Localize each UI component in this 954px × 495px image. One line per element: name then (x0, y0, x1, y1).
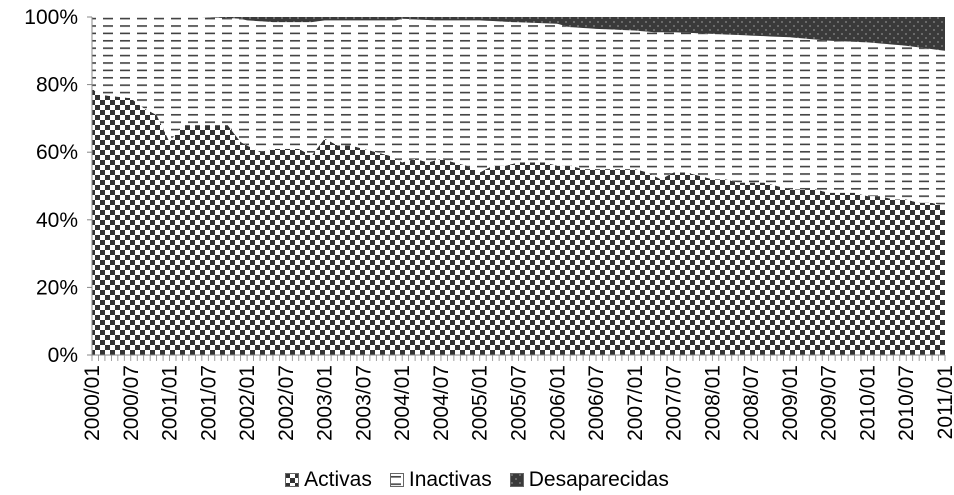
y-axis-tick-labels: 0% 20% 40% 60% 80% 100% (24, 6, 78, 367)
x-axis-tick-labels: 2000/01 2000/07 2001/01 2001/07 2002/01 2002/… (81, 365, 954, 441)
legend-swatch-inactivas (389, 473, 404, 487)
y-tick-label: 40% (36, 209, 78, 232)
area-activas (92, 87, 945, 355)
plot-areas (92, 17, 945, 355)
x-tick-label: 2002/07 (275, 365, 298, 441)
legend-swatch-desaparecidas (509, 473, 524, 487)
x-tick-label: 2001/01 (159, 365, 182, 441)
x-tick-label: 2004/01 (391, 365, 414, 441)
x-tick-label: 2003/01 (314, 365, 337, 441)
area-desaparecidas (92, 17, 945, 51)
x-tick-label: 2000/07 (120, 365, 143, 441)
x-tick-label: 2005/07 (508, 365, 531, 441)
y-tick-label: 80% (36, 74, 78, 97)
x-tick-label: 2004/07 (430, 365, 453, 441)
legend-item-desaparecidas: Desaparecidas (509, 468, 669, 492)
legend-label-activas: Activas (304, 468, 372, 491)
x-tick-label: 2005/01 (469, 365, 492, 441)
legend-label-desaparecidas: Desaparecidas (528, 468, 669, 491)
y-tick-label: 100% (24, 6, 78, 29)
x-tick-label: 2011/01 (934, 365, 954, 439)
area-inactivas (92, 17, 945, 207)
legend-label-inactivas: Inactivas (408, 468, 492, 491)
legend-item-inactivas: Inactivas (389, 468, 492, 492)
x-tick-label: 2008/01 (701, 365, 724, 441)
x-tick-label: 2010/07 (895, 365, 918, 441)
x-tick-label: 2008/07 (740, 365, 763, 441)
x-tick-label: 2006/01 (546, 365, 569, 441)
x-tick-label: 2002/01 (236, 365, 259, 441)
x-tick-label: 2007/07 (663, 365, 686, 441)
y-tick-label: 0% (48, 344, 78, 367)
x-tick-label: 2009/07 (818, 365, 841, 441)
axes (87, 16, 946, 361)
x-tick-label: 2000/01 (81, 365, 104, 441)
y-tick-label: 60% (36, 141, 78, 164)
x-tick-label: 2006/07 (585, 365, 608, 441)
legend-item-activas: Activas (285, 468, 372, 492)
x-tick-label: 2001/07 (197, 365, 220, 441)
x-tick-label: 2003/07 (352, 365, 375, 441)
y-tick-label: 20% (36, 276, 78, 299)
x-tick-label: 2009/01 (779, 365, 802, 441)
chart-legend: Activas Inactivas Desaparecidas (0, 468, 954, 492)
x-tick-label: 2010/01 (856, 365, 879, 441)
x-tick-label: 2007/01 (624, 365, 647, 441)
legend-swatch-activas (285, 473, 300, 487)
